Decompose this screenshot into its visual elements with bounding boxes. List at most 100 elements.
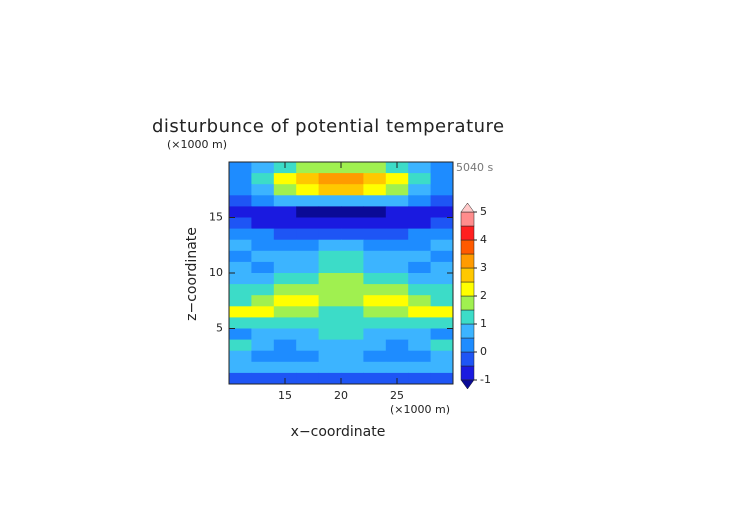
contour-cell [363,206,387,218]
x-tick-label: 25 [390,389,404,402]
contour-cell [408,295,432,307]
contour-cell [385,195,409,207]
annotation: 5040 s [456,161,493,174]
contour-cell [296,372,320,385]
contour-cell [296,239,320,252]
contour-cell [251,350,275,363]
contour-cell [296,339,320,352]
contour-cell [408,162,432,174]
contour-cell [251,284,275,296]
y-axis-label: z−coordinate [184,227,200,321]
contour-cell [385,273,409,285]
contour-cell [430,206,454,218]
contour-cell [296,217,320,230]
contour-cell [363,228,387,241]
contour-cell [341,295,364,307]
contour-cell [385,239,409,252]
x-axis-label: x−coordinate [291,424,386,440]
contour-cell [251,195,275,207]
contour-cell [363,273,387,285]
colorbar-segment [460,267,475,283]
contour-cell [363,195,387,207]
contour-cell [296,162,320,174]
contour-cell [273,317,297,329]
y-tick-label: 15 [209,211,223,224]
y-tick-label: 5 [216,322,223,335]
contour-cell [430,195,454,207]
contour-cell [363,173,387,185]
contour-cell [341,328,364,341]
contour-cell [408,328,432,341]
contour-cell [363,317,387,329]
contour-cell [296,295,320,307]
contour-cell [430,261,454,274]
colorbar-segment [460,351,475,367]
contour-cell [341,284,364,296]
contour-cell [341,339,364,352]
contour-cell [385,339,409,352]
contour-cell [318,239,342,252]
contour-cell [318,217,342,230]
contour-cell [363,250,387,263]
contour-cell [229,328,252,341]
contour-cell [273,328,297,341]
contour-cell [408,350,432,363]
contour-cell [251,162,275,174]
contour-cell [408,250,432,263]
contour-cell [273,284,297,296]
colorbar-label: 3 [480,261,487,274]
contour-cell [251,339,275,352]
contour-cell [341,173,364,185]
contour-cell [430,217,454,230]
contour-cell [363,328,387,341]
contour-cell [251,295,275,307]
contour-cell [229,273,252,285]
contour-cell [430,361,454,374]
contour-cell [296,284,320,296]
contour-cell [318,317,342,329]
contour-cell [385,261,409,274]
contour-cell [273,195,297,207]
contour-cell [229,217,252,230]
contour-cell [251,228,275,241]
contour-cell [385,306,409,318]
contour-cell [318,339,342,352]
contour-cell [341,273,364,285]
contour-cell [296,273,320,285]
contour-cell [318,228,342,241]
contour-cell [341,261,364,274]
contour-cell [273,295,297,307]
contour-cell [408,184,432,196]
contour-cell [430,295,454,307]
contour-cell [229,162,252,174]
x-tick-label: 20 [334,389,348,402]
contour-cell [229,372,252,385]
contour-cell [430,306,454,318]
x-tick-label: 15 [278,389,292,402]
contour-cell [273,173,297,185]
contour-cell [385,250,409,263]
contour-cell [273,361,297,374]
contour-cell [408,284,432,296]
contour-cell [273,228,297,241]
contour-cell [318,284,342,296]
contour-cell [385,295,409,307]
contour-cell [273,184,297,196]
contour-cell [341,184,364,196]
colorbar-segment [460,365,475,381]
contour-cell [273,239,297,252]
contour-cell [363,361,387,374]
y-unit: (×1000 m) [167,138,227,151]
colorbar-label: 1 [480,317,487,330]
contour-cell [273,250,297,263]
contour-cell [318,261,342,274]
colorbar-segment [460,309,475,325]
colorbar-segment [460,225,475,241]
contour-cell [408,217,432,230]
contour-cell [229,184,252,196]
contour-cell [363,239,387,252]
contour-cell [251,261,275,274]
contour-cell [385,184,409,196]
contour-cell [408,339,432,352]
